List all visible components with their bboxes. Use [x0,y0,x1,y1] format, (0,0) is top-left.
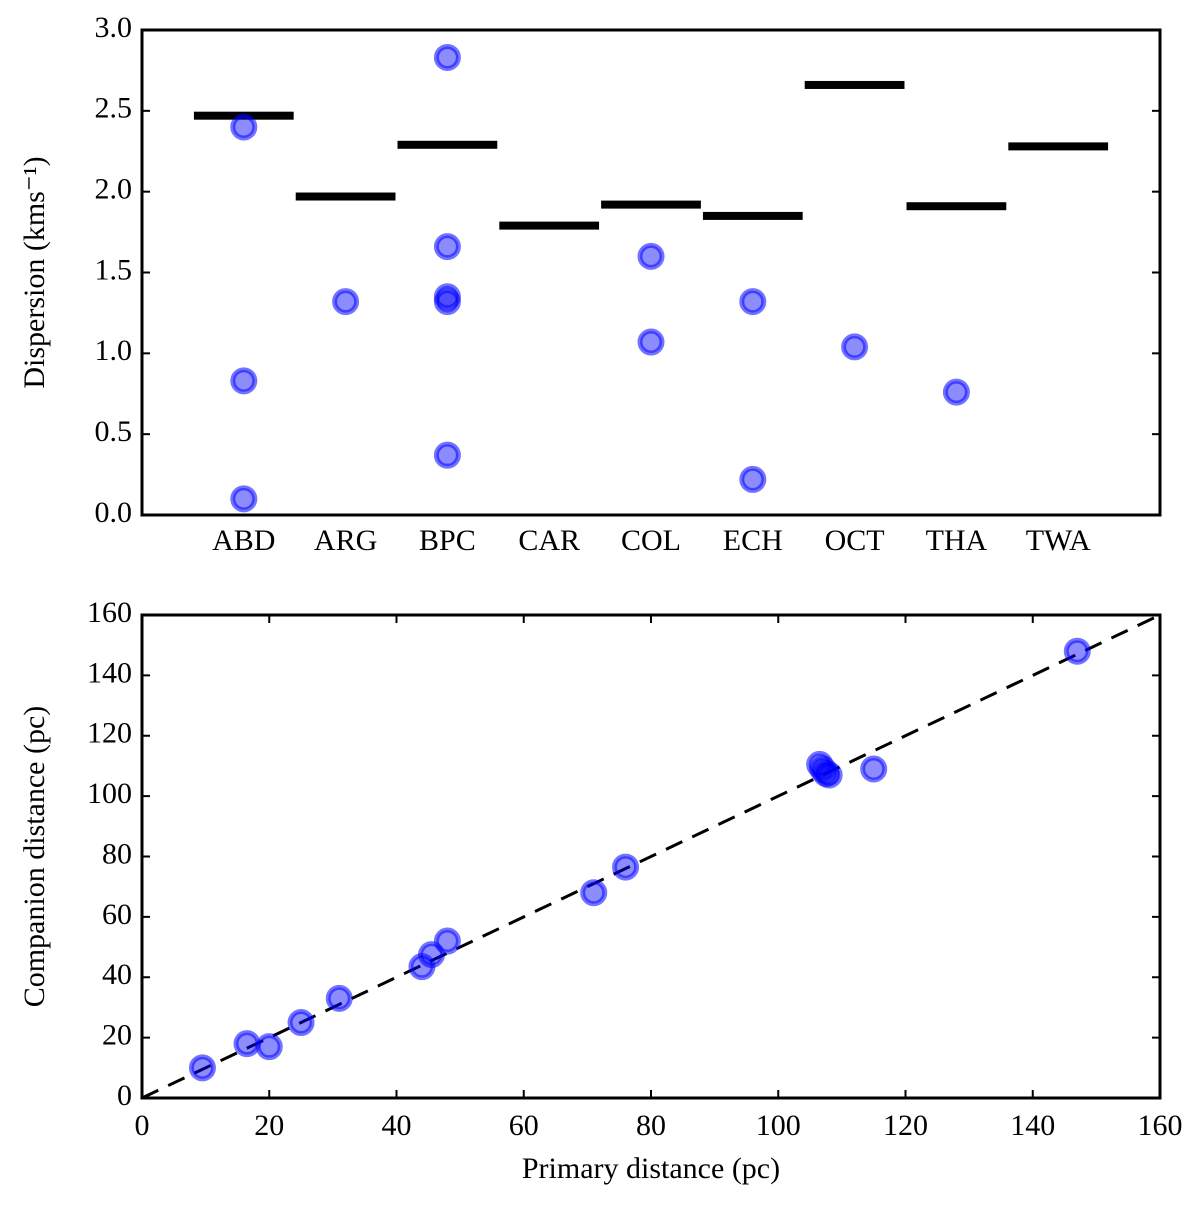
y-tick-label: 2.5 [95,92,133,125]
x-tick-label: BPC [419,524,476,557]
x-tick-label: ARG [314,524,377,557]
point [815,761,843,789]
x-tick-label: THA [926,524,988,557]
point [739,465,767,493]
point [255,1033,283,1061]
point [739,288,767,316]
point [233,1030,261,1058]
y-tick-label: 1.5 [95,253,133,286]
point [230,485,258,513]
level-bar [1008,142,1109,151]
x-tick-label: 20 [254,1109,284,1142]
point [637,328,665,356]
x-tick-label: CAR [518,524,580,557]
x-tick-label: 40 [382,1109,412,1142]
x-axis-label: Primary distance (pc) [522,1152,780,1185]
x-tick-label: ABD [212,524,275,557]
y-tick-label: 3.0 [95,11,133,44]
level-bar [906,202,1007,211]
point [580,879,608,907]
y-tick-label: 40 [102,958,132,991]
x-tick-label: OCT [825,524,885,557]
level-bar [702,211,803,220]
point [433,441,461,469]
y-tick-label: 80 [102,837,132,870]
point [637,242,665,270]
point [433,43,461,71]
point [325,984,353,1012]
x-tick-label: TWA [1026,524,1091,557]
y-tick-label: 0 [117,1079,132,1112]
y-tick-label: 0.5 [95,415,133,448]
x-tick-label: 160 [1138,1109,1183,1142]
x-tick-label: COL [621,524,681,557]
y-tick-label: 120 [87,717,132,750]
x-tick-label: ECH [723,524,783,557]
level-bar [804,80,905,89]
y-tick-label: 2.0 [95,173,133,206]
y-tick-label: 160 [87,596,132,629]
point [942,378,970,406]
point [230,367,258,395]
y-tick-label: 1.0 [95,334,133,367]
point [188,1054,216,1082]
y-tick-label: 20 [102,1019,132,1052]
point [612,853,640,881]
x-tick-label: 0 [135,1109,150,1142]
plot-frame [140,613,1162,1100]
point [230,113,258,141]
x-tick-label: 140 [1010,1109,1055,1142]
x-tick-label: 80 [636,1109,666,1142]
y-tick-label: 0.0 [95,496,133,529]
point [433,927,461,955]
y-tick-label: 140 [87,656,132,689]
level-bar [295,192,396,201]
y-tick-label: 60 [102,898,132,931]
point [287,1009,315,1037]
x-tick-label: 60 [509,1109,539,1142]
x-tick-label: 100 [756,1109,801,1142]
level-bar [601,200,701,209]
plot-frame [140,28,1162,517]
point [841,333,869,361]
point [860,755,888,783]
point [332,288,360,316]
y-tick-label: 100 [87,777,132,810]
point [433,233,461,261]
x-tick-label: 120 [883,1109,928,1142]
point [433,288,461,316]
point [1063,637,1091,665]
level-bar [397,140,498,149]
level-bar [499,221,600,230]
y-axis-label: Companion distance (pc) [18,706,51,1008]
y-axis-label: Dispersion (kms⁻¹) [18,156,51,388]
